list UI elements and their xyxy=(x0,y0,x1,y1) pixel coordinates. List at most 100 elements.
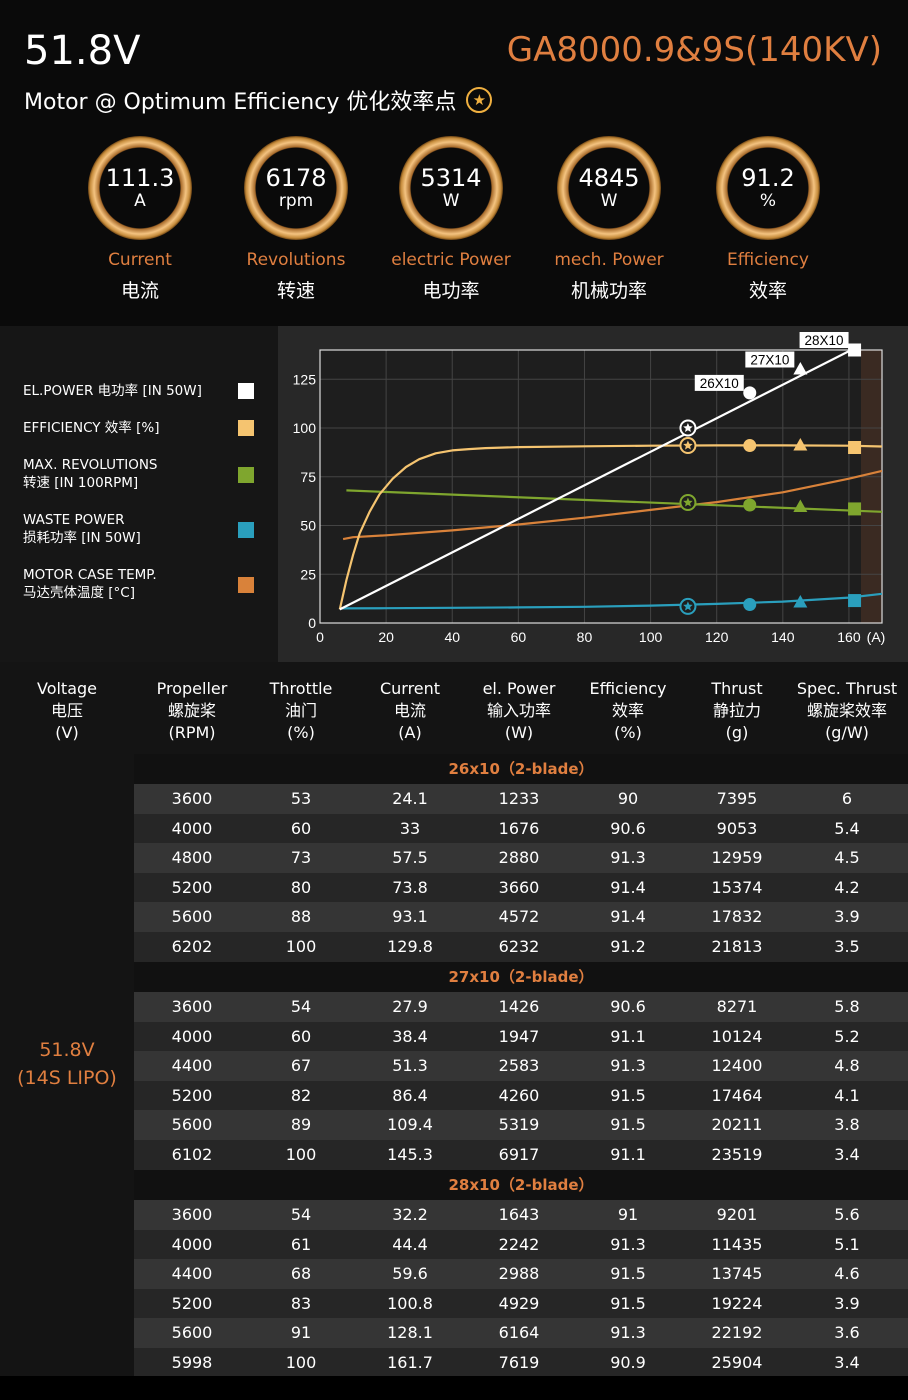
table-cell: 109.4 xyxy=(387,1115,433,1135)
table-cell: 90.6 xyxy=(610,818,646,838)
marker-efficiency-square xyxy=(848,441,862,454)
gauge-ring: 4845 W xyxy=(557,136,661,240)
table-cell: 3660 xyxy=(498,877,540,897)
table-cell: 3600 xyxy=(171,789,213,808)
x-tick-label: 100 xyxy=(639,629,663,645)
table-cell: 91.3 xyxy=(610,1323,646,1343)
gauge-value: 4845 xyxy=(578,164,640,192)
gauge-label-en: Efficiency xyxy=(727,250,809,270)
table-cell: 4572 xyxy=(498,907,540,927)
x-tick-label: 160 xyxy=(837,629,861,645)
table-cell: 54 xyxy=(290,1205,312,1224)
table-row: 4400 68 59.6 2988 91.5 13745 4.6 xyxy=(134,1259,908,1289)
legend-label-2: MAX. REVOLUTIONS 转速 [IN 100RPM] xyxy=(23,456,158,492)
subtitle-text: Motor @ Optimum Efficiency 优化效率点 xyxy=(24,90,457,115)
gauge-label-cn: 电功率 xyxy=(422,280,480,302)
gauge-label-en: Revolutions xyxy=(246,250,346,270)
y-tick-label: 25 xyxy=(300,566,316,582)
column-header-line: 螺旋桨 xyxy=(167,701,216,720)
table-cell: 80 xyxy=(290,877,312,897)
table-row: 6102 100 145.3 6917 91.1 23519 3.4 xyxy=(134,1140,908,1170)
column-header-line: Propeller xyxy=(156,679,228,698)
table-cell: 4.8 xyxy=(834,1056,860,1076)
legend-swatch-4 xyxy=(238,577,254,593)
table-cell: 33 xyxy=(399,818,421,838)
table-cell: 91.1 xyxy=(610,1145,646,1164)
y-tick-label: 0 xyxy=(308,615,316,631)
table-cell: 3.4 xyxy=(834,1353,860,1372)
star-icon: ★ xyxy=(466,87,493,113)
table-cell: 7395 xyxy=(716,789,758,808)
table-cell: 2988 xyxy=(498,1264,540,1284)
plot-frame xyxy=(319,349,883,624)
propeller-group-title: 28x10（2-blade） xyxy=(134,1170,908,1200)
legend-swatch-1 xyxy=(238,420,254,436)
table-cell: 4000 xyxy=(171,1234,213,1254)
column-header-line: Efficiency xyxy=(589,679,667,698)
table-cell: 53 xyxy=(290,789,312,808)
table-cell: 9201 xyxy=(716,1205,758,1224)
series-line-revolutions xyxy=(346,489,882,513)
table-cell: 100 xyxy=(285,1145,317,1164)
table-cell: 32.2 xyxy=(392,1205,428,1224)
table-cell: 15374 xyxy=(711,877,763,897)
table-row: 6202 100 129.8 6232 91.2 21813 3.5 xyxy=(134,932,908,962)
column-header-line: 电压 xyxy=(50,701,83,720)
marker-waste-circle xyxy=(743,597,757,611)
table-cell: 4000 xyxy=(171,818,213,838)
gauge-label-cn: 效率 xyxy=(748,280,787,302)
legend-label-0: EL.POWER 电功率 [IN 50W] xyxy=(23,382,202,400)
table-cell: 6232 xyxy=(498,937,540,956)
gauge-unit: A xyxy=(134,191,146,211)
marker-efficiency-triangle xyxy=(793,438,808,451)
legend-line1: EL.POWER 电功率 [IN 50W] xyxy=(23,383,202,399)
table-cell: 5.4 xyxy=(834,818,860,838)
x-tick-label: 20 xyxy=(378,629,394,645)
table-cell: 5.8 xyxy=(834,997,860,1016)
table-cell: 9053 xyxy=(716,818,758,838)
x-tick-label: 140 xyxy=(771,629,795,645)
gauge-label-cn: 转速 xyxy=(276,280,315,302)
series-line-efficiency xyxy=(338,444,882,610)
table-cell: 145.3 xyxy=(387,1145,433,1164)
table-row: 3600 54 32.2 1643 91 9201 5.6 xyxy=(134,1200,908,1230)
table-cell: 6164 xyxy=(498,1323,540,1343)
table-cell: 91.3 xyxy=(610,848,646,868)
table-cell: 89 xyxy=(290,1115,312,1135)
column-header-line: (A) xyxy=(398,723,422,742)
x-tick-label: 40 xyxy=(444,629,460,645)
table-row: 4400 67 51.3 2583 91.3 12400 4.8 xyxy=(134,1051,908,1081)
table-cell: 1947 xyxy=(498,1026,540,1046)
table-cell: 61 xyxy=(290,1234,312,1254)
header-panel: 51.8V GA8000.9&9S(140KV) Motor @ Optimum… xyxy=(0,0,908,326)
table-cell: 1643 xyxy=(498,1205,540,1224)
marker-waste-square xyxy=(848,594,862,608)
marker-label: 28X10 xyxy=(805,333,844,348)
legend-label-3: WASTE POWER 损耗功率 [IN 50W] xyxy=(23,511,141,547)
marker-label-box xyxy=(799,332,849,348)
table-cell: 129.8 xyxy=(387,937,433,956)
column-header-line: el. Power xyxy=(482,679,556,698)
table-cell: 5200 xyxy=(171,877,213,897)
legend-label-4: MOTOR CASE TEMP. 马达壳体温度 [°C] xyxy=(23,566,157,602)
gauge-unit: W xyxy=(442,191,460,211)
x-tick-label: 80 xyxy=(577,629,593,645)
column-header-0: Voltage 电压 (V) xyxy=(12,678,122,744)
gauge-value: 111.3 xyxy=(105,164,175,192)
legend-swatch-2 xyxy=(238,467,254,483)
gauge-label-en: mech. Power xyxy=(554,250,664,270)
gauge-0: 111.3 A Current 电流 xyxy=(88,136,192,302)
column-header-line: (g) xyxy=(725,723,749,742)
column-header-line: 输入功率 xyxy=(486,701,551,720)
gauge-label-cn: 电流 xyxy=(120,280,159,302)
table-cell: 6 xyxy=(841,789,853,808)
gauge-value: 6178 xyxy=(265,164,327,192)
table-cell: 44.4 xyxy=(392,1234,428,1254)
table-cell: 23519 xyxy=(711,1145,763,1164)
table-cell: 12400 xyxy=(711,1056,763,1076)
table-cell: 3.6 xyxy=(834,1323,860,1343)
legend-line1: WASTE POWER xyxy=(23,512,125,528)
table-cell: 5.1 xyxy=(834,1234,860,1254)
table-cell: 27.9 xyxy=(392,997,428,1016)
legend-swatch-0 xyxy=(238,383,254,399)
